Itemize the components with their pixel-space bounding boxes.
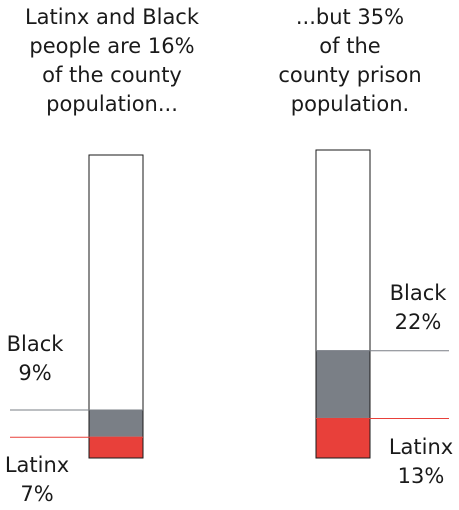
bar-segment-latinx [316,417,370,458]
bar-border [315,149,371,459]
latinx-prison-label: Latinx 13% [384,433,458,491]
caption-line: population... [46,92,178,116]
group-name: Black [389,281,447,305]
caption-county-population: Latinx and Black people are 16% of the c… [0,3,224,119]
bar-border [88,154,144,459]
caption-line: people are 16% [29,34,195,58]
caption-line: Latinx and Black [24,5,200,29]
latinx-county-label: Latinx 7% [2,451,72,509]
caption-line: population. [290,92,410,116]
group-name: Latinx [4,453,70,477]
group-pct: 13% [397,464,445,488]
bar-total-outline [88,154,144,459]
group-name: Latinx [388,435,454,459]
caption-line: county prison [278,63,422,87]
bar-segment-black [316,350,370,418]
bar-segment-latinx [89,436,143,458]
group-name: Black [6,332,64,356]
caption-line: of the county [42,63,182,87]
black-county-label: Black 9% [4,330,66,388]
group-pct: 7% [20,482,54,506]
caption-line: ...but 35% [295,5,405,29]
group-pct: 9% [18,361,52,385]
group-pct: 22% [394,310,442,334]
caption-prison-population: ...but 35% of the county prison populati… [246,3,454,119]
bar-segment-black [89,409,143,437]
black-prison-label: Black 22% [386,279,450,337]
caption-line: of the [319,34,381,58]
